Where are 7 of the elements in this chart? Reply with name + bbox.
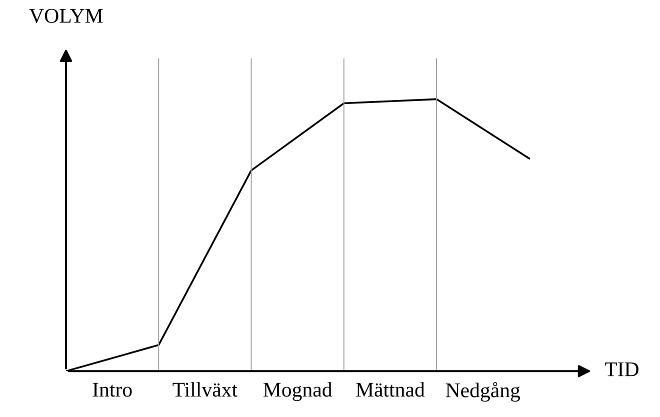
y-axis-title: VOLYM: [29, 8, 103, 23]
text: Nedgång: [446, 382, 520, 402]
text: Tillväxt: [172, 382, 238, 397]
x-axis-title: TID: [604, 362, 638, 376]
text: Mognad: [263, 382, 332, 402]
text: Intro: [92, 382, 132, 397]
text: Mättnad: [356, 382, 425, 397]
